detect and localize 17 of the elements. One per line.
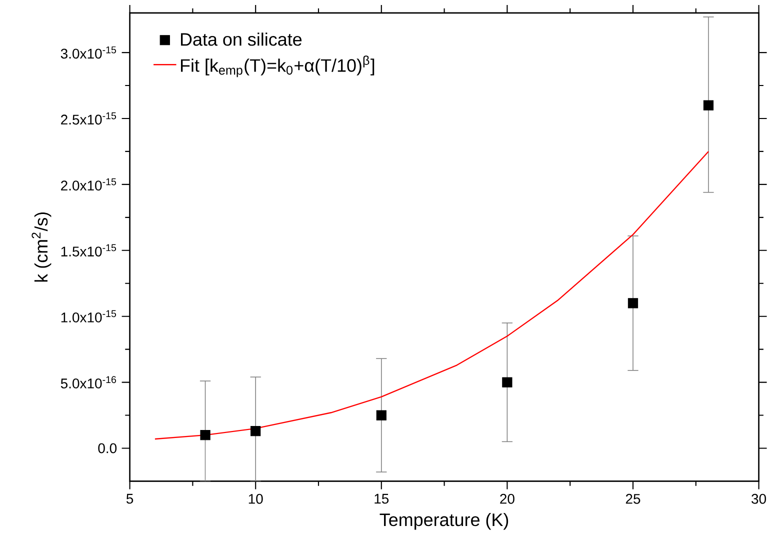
- y-tick-label: 1.0x10$^{-15}$: [61, 310, 116, 322]
- x-tick-label: 20: [500, 494, 514, 504]
- legend-label: Data on silicate: [180, 32, 302, 46]
- x-axis-title: Temperature (K): [380, 512, 508, 530]
- x-tick-label: 5: [126, 494, 134, 504]
- y-axis-title: k (cm$^{2}$/s): [32, 212, 52, 282]
- legend-label: Fit [k$_{emp}$(T)=k$_{0}$+α(T/10)$^{β}$]: [180, 56, 374, 78]
- y-tick-label: 2.0x10$^{-15}$: [61, 178, 116, 190]
- x-tick-label: 10: [248, 494, 263, 504]
- x-tick-label: 15: [374, 494, 389, 504]
- y-tick-label: 3.0x10$^{-15}$: [60, 46, 116, 59]
- x-tick-label: 30: [752, 494, 766, 504]
- y-tick-label: 2.5x10$^{-15}$: [61, 112, 116, 125]
- y-tick-label: 5.0x10$^{-16}$: [60, 376, 116, 388]
- y-tick-label: 0.0: [98, 443, 117, 454]
- x-tick-label: 25: [626, 494, 640, 504]
- y-tick-label: 1.5x10$^{-15}$: [61, 244, 116, 256]
